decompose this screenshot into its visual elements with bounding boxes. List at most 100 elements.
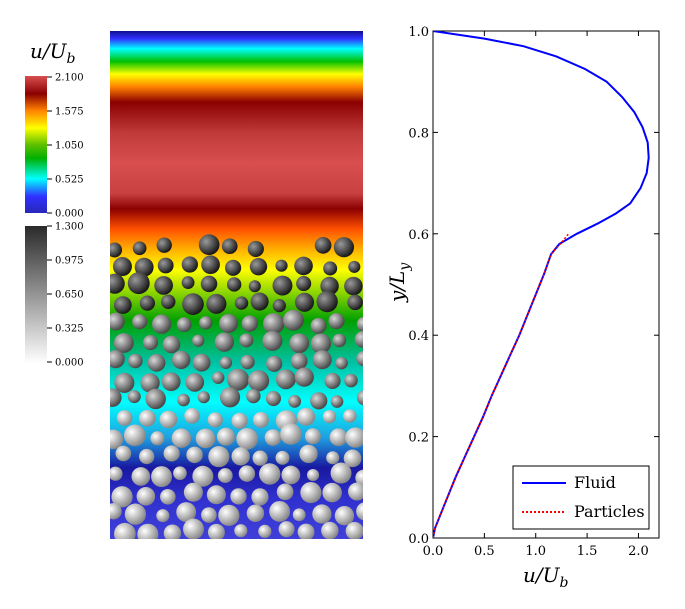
particle: [219, 387, 241, 408]
particle: [247, 240, 264, 258]
particle: [310, 392, 328, 410]
particle: [216, 427, 235, 446]
legend-fluid-label: Fluid: [574, 473, 616, 492]
particle-colorbar-tick-label: 0.650: [55, 290, 84, 301]
particle: [294, 367, 314, 387]
particle: [150, 431, 165, 446]
legend-box: [512, 465, 650, 530]
particle: [258, 524, 272, 538]
particle: [272, 275, 293, 296]
particle: [234, 524, 248, 538]
particle: [201, 255, 220, 275]
particle: [247, 370, 270, 392]
particle: [137, 523, 159, 539]
particle: [231, 447, 250, 466]
particle: [198, 234, 220, 256]
particle: [306, 468, 320, 482]
particle: [156, 237, 172, 253]
particle: [151, 466, 172, 488]
x-tick-label: 2.0: [628, 544, 649, 559]
particle: [177, 393, 190, 407]
particle: [173, 466, 187, 481]
particle: [114, 296, 132, 314]
particle: [159, 410, 178, 429]
particle: [345, 521, 363, 539]
particle: [181, 276, 195, 289]
y-axis-ticks: 0.0 0.2 0.4 0.6 0.8 1.0: [408, 25, 659, 547]
particle: [275, 259, 288, 272]
particle: [161, 294, 176, 309]
x-tick-label: 0.0: [423, 544, 444, 559]
particle: [218, 504, 240, 526]
particle: [283, 309, 304, 331]
velocity-colorbar-tick-label: 1.050: [55, 141, 84, 152]
particle: [227, 368, 250, 391]
particle: [114, 522, 136, 539]
particle: [136, 486, 156, 506]
particle: [231, 412, 248, 429]
particle: [142, 335, 159, 351]
particle: [131, 467, 151, 486]
particle: [269, 501, 291, 522]
particle: [266, 355, 283, 372]
particle: [239, 333, 254, 348]
particle: [332, 333, 347, 348]
particle: [321, 521, 339, 539]
particle: [263, 313, 285, 335]
particle: [272, 299, 286, 313]
particle-colorbar: 1.300 0.975 0.650 0.325 0.000: [25, 222, 84, 369]
particle: [214, 332, 234, 352]
particle: [241, 315, 258, 332]
velocity-colorbar-tick-label: 0.000: [55, 209, 84, 220]
particle: [111, 486, 133, 508]
particle: [113, 333, 134, 353]
particle: [110, 388, 122, 407]
y-axis-label: y/Ly: [385, 262, 413, 303]
particle: [296, 275, 312, 292]
particle: [248, 280, 261, 293]
particle: [192, 465, 214, 487]
particle: [124, 503, 147, 525]
particle: [326, 451, 340, 465]
particle: [225, 259, 242, 276]
particle: [114, 372, 135, 393]
particle: [171, 350, 191, 370]
particle: [195, 428, 216, 449]
x-tick-label: 0.5: [474, 544, 495, 559]
particle: [297, 407, 316, 426]
particle: [329, 428, 348, 447]
particle: [161, 372, 181, 392]
particle: [110, 273, 125, 294]
particle: [145, 388, 166, 410]
particle: [139, 295, 155, 311]
particle: [110, 429, 123, 450]
particle: [156, 509, 170, 523]
particle: [251, 488, 269, 506]
particle: [314, 237, 332, 254]
series-line-particles: [433, 233, 570, 538]
velocity-colorbar: u/Ub 2.100 1.575 1.050 0.525 0.000: [25, 39, 84, 220]
particle: [246, 388, 261, 404]
legend: Fluid Particles: [512, 465, 650, 530]
particle: [234, 296, 249, 310]
particle: [183, 482, 203, 502]
particle: [112, 257, 132, 277]
particle: [217, 468, 233, 483]
particle: [275, 369, 296, 390]
particle: [320, 276, 339, 296]
particle: [310, 333, 332, 354]
particle: [292, 508, 306, 522]
particle: [246, 504, 265, 522]
y-tick-label: 0.0: [408, 532, 429, 547]
particle: [127, 390, 141, 404]
particle: [236, 428, 258, 450]
particle: [281, 465, 301, 485]
particle: [139, 448, 155, 465]
particle: [275, 450, 290, 465]
velocity-colorbar-tick-label: 1.575: [55, 107, 84, 118]
particle: [295, 292, 315, 312]
particle: [192, 353, 211, 372]
particle-colorbar-tick-label: 1.300: [55, 222, 84, 233]
particle-colorbar-gradient: [25, 226, 47, 363]
